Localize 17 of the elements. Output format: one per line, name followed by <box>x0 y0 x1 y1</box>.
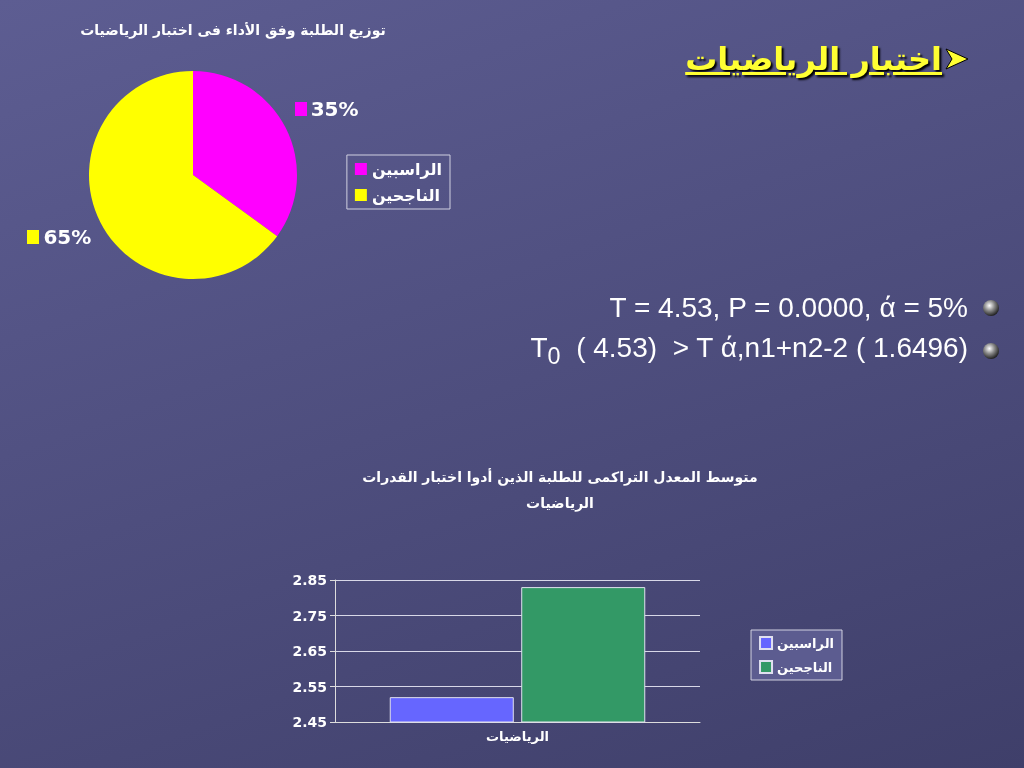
y-tick-label: 2.75 <box>292 607 327 624</box>
chart-title: توزيع الطلبة وفق الأداء فى اختبار الرياضيات <box>80 22 386 39</box>
y-tick-label: 2.65 <box>292 643 327 659</box>
legend-label: الراسبين <box>371 159 442 179</box>
legend-label: الناجحين <box>371 185 440 205</box>
y-tick-label: 2.85 <box>292 572 327 588</box>
data-label: 65% <box>43 224 92 249</box>
x-tick-label: الرياضيات <box>485 729 550 744</box>
data-label: 35% <box>310 97 359 122</box>
legend-label: الراسبين <box>777 635 835 651</box>
text: T = 4.53, P = 0.0000, ά = 5% <box>609 292 968 324</box>
legend-label: الناجحين <box>777 659 833 675</box>
text: اختبار الرياضيات <box>685 40 942 78</box>
chart-title: متوسط المعدل التراكمى للطلبة الذين أدوا اختبار القدرات الرياضيات <box>361 467 759 514</box>
y-tick-label: 2.55 <box>292 678 327 695</box>
y-tick-label: 2.45 <box>292 714 327 730</box>
text: T$_{0}$ ( 4.53) > T ά,n1+n2-2 ( 1.6496) <box>530 332 968 370</box>
